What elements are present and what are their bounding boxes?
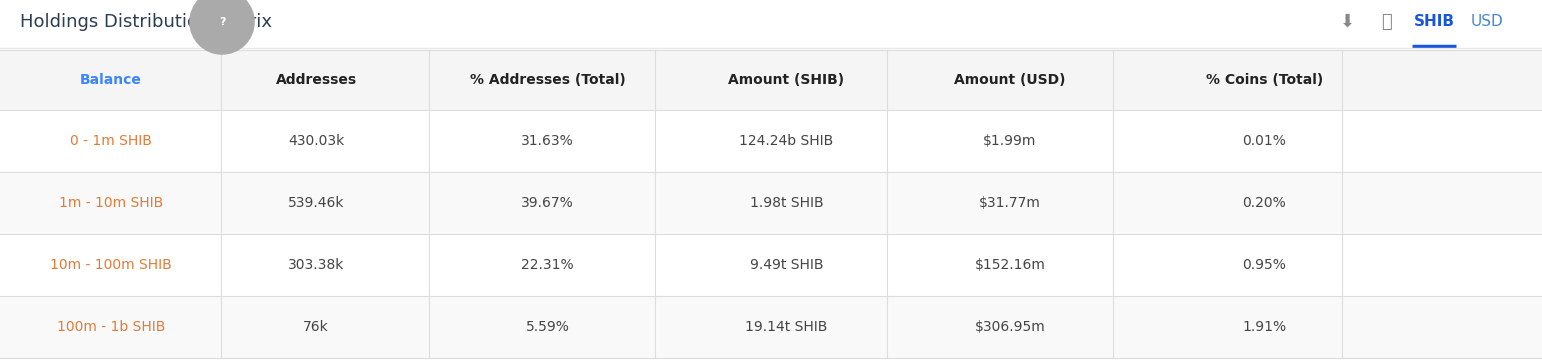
Text: 1m - 10m SHIB: 1m - 10m SHIB (59, 196, 163, 210)
Text: ⬇: ⬇ (1340, 13, 1354, 31)
Text: ⤢: ⤢ (1382, 13, 1392, 31)
Bar (0, 234, 1542, 296)
Text: 0.20%: 0.20% (1243, 196, 1286, 210)
Text: 1.98t SHIB: 1.98t SHIB (749, 196, 823, 210)
Text: 5.59%: 5.59% (526, 320, 569, 334)
Text: 0 - 1m SHIB: 0 - 1m SHIB (69, 134, 153, 148)
Text: 1.91%: 1.91% (1243, 320, 1286, 334)
Text: 430.03k: 430.03k (288, 134, 344, 148)
Text: 0.01%: 0.01% (1243, 134, 1286, 148)
Text: 31.63%: 31.63% (521, 134, 574, 148)
Text: $1.99m: $1.99m (984, 134, 1036, 148)
Text: USD: USD (1471, 15, 1503, 29)
Text: % Coins (Total): % Coins (Total) (1206, 73, 1323, 87)
Bar (0, 296, 1542, 358)
Text: Addresses: Addresses (276, 73, 356, 87)
Text: 303.38k: 303.38k (288, 258, 344, 272)
Text: 9.49t SHIB: 9.49t SHIB (749, 258, 823, 272)
Bar (0, 172, 1542, 234)
Text: Balance: Balance (80, 73, 142, 87)
Text: $152.16m: $152.16m (975, 258, 1045, 272)
Text: Amount (SHIB): Amount (SHIB) (728, 73, 845, 87)
Text: $31.77m: $31.77m (979, 196, 1041, 210)
Bar (0, 50, 1542, 110)
Text: 19.14t SHIB: 19.14t SHIB (745, 320, 828, 334)
Text: 539.46k: 539.46k (288, 196, 344, 210)
Text: 124.24b SHIB: 124.24b SHIB (739, 134, 834, 148)
Text: % Addresses (Total): % Addresses (Total) (469, 73, 626, 87)
Text: 76k: 76k (304, 320, 328, 334)
Text: 22.31%: 22.31% (521, 258, 574, 272)
Text: 39.67%: 39.67% (521, 196, 574, 210)
Text: 10m - 100m SHIB: 10m - 100m SHIB (51, 258, 171, 272)
Text: $306.95m: $306.95m (975, 320, 1045, 334)
Text: ?: ? (219, 17, 225, 27)
Text: Amount (USD): Amount (USD) (954, 73, 1066, 87)
Text: 0.95%: 0.95% (1243, 258, 1286, 272)
Text: Holdings Distribution Matrix: Holdings Distribution Matrix (20, 13, 271, 31)
Bar (0, 110, 1542, 172)
Text: SHIB: SHIB (1414, 15, 1454, 29)
Text: 100m - 1b SHIB: 100m - 1b SHIB (57, 320, 165, 334)
